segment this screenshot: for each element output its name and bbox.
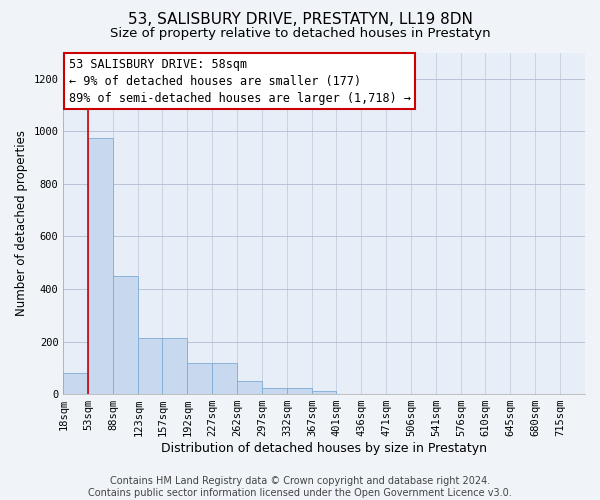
X-axis label: Distribution of detached houses by size in Prestatyn: Distribution of detached houses by size …: [161, 442, 487, 455]
Bar: [64, 373, 88, 394]
Y-axis label: Number of detached properties: Number of detached properties: [15, 130, 28, 316]
Bar: [138, 338, 163, 394]
Bar: [113, 276, 138, 394]
Bar: [187, 362, 212, 394]
Bar: [163, 338, 187, 394]
Bar: [262, 388, 287, 394]
Bar: [212, 362, 237, 394]
Text: Size of property relative to detached houses in Prestatyn: Size of property relative to detached ho…: [110, 28, 490, 40]
Bar: [237, 382, 262, 394]
Bar: [287, 388, 312, 394]
Text: Contains HM Land Registry data © Crown copyright and database right 2024.
Contai: Contains HM Land Registry data © Crown c…: [88, 476, 512, 498]
Text: 53, SALISBURY DRIVE, PRESTATYN, LL19 8DN: 53, SALISBURY DRIVE, PRESTATYN, LL19 8DN: [128, 12, 472, 28]
Bar: [312, 391, 337, 394]
Text: 53 SALISBURY DRIVE: 58sqm
← 9% of detached houses are smaller (177)
89% of semi-: 53 SALISBURY DRIVE: 58sqm ← 9% of detach…: [68, 58, 410, 104]
Bar: [88, 138, 113, 394]
